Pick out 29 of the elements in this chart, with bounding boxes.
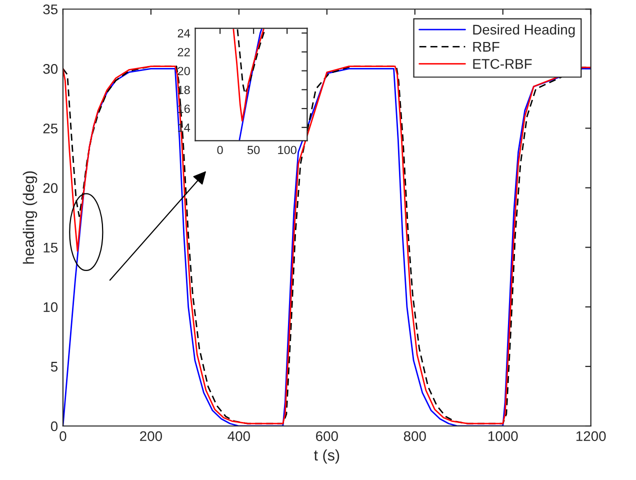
y-tick-label: 22 <box>178 48 190 56</box>
y-tick-label: 25 <box>43 124 58 134</box>
x-tick-label: 1000 <box>488 431 518 442</box>
x-tick-label: 0 <box>217 146 223 154</box>
x-tick-label: 100 <box>278 146 296 154</box>
x-tick-label: 1200 <box>576 431 606 442</box>
x-tick-label: 600 <box>316 431 338 442</box>
y-tick-label: 10 <box>44 302 58 312</box>
line-series <box>232 28 264 122</box>
line-series <box>238 28 262 140</box>
x-tick-label: 400 <box>228 431 250 442</box>
y-tick-label: 5 <box>50 362 58 372</box>
legend-label: RBF <box>473 42 500 52</box>
x-tick-label: 0 <box>60 431 66 442</box>
y-tick-label: 35 <box>43 4 58 14</box>
y-tick-label: 24 <box>178 29 190 38</box>
y-axis-title: heading (deg) <box>22 171 38 264</box>
x-tick-label: 800 <box>404 431 426 442</box>
y-tick-label: 0 <box>50 421 58 432</box>
x-tick-label: 50 <box>247 146 260 154</box>
x-axis-title: t (s) <box>314 449 340 464</box>
line-series <box>236 28 266 94</box>
y-tick-label: 20 <box>43 183 58 193</box>
y-tick-label: 30 <box>43 64 58 74</box>
y-tick-label: 15 <box>44 242 58 253</box>
y-tick-label: 20 <box>178 66 190 76</box>
legend-label: Desired Heading <box>473 24 575 38</box>
legend-label: ETC-RBF <box>473 58 532 69</box>
x-tick-label: 200 <box>140 431 162 442</box>
